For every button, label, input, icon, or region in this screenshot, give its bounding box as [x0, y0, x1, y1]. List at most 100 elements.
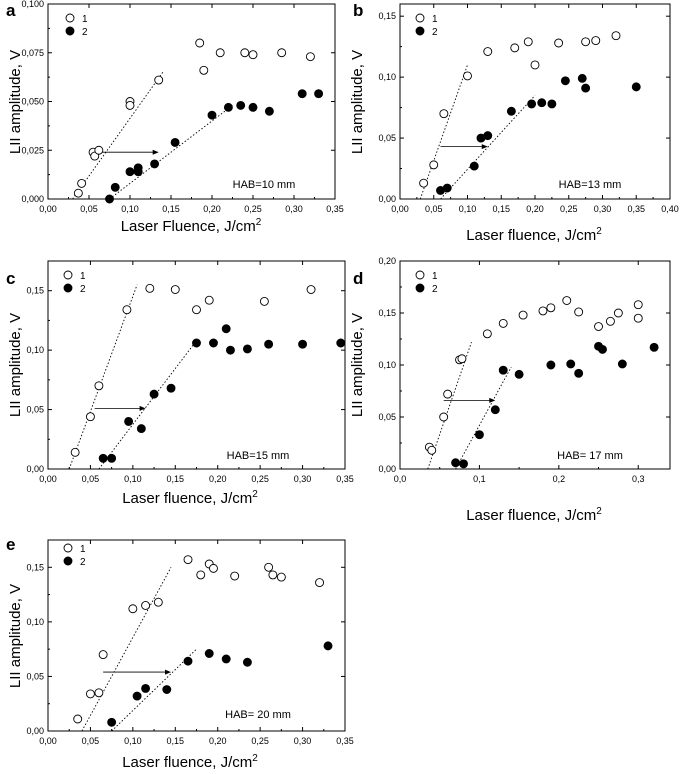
data-point-series-1 — [94, 145, 104, 155]
data-point-series-1 — [145, 283, 155, 293]
data-point-series-2 — [297, 89, 307, 99]
data-point-series-1 — [94, 381, 104, 391]
panel-c: c 0,00 0,05 0,10 0,15 0,20 0,25 0,30 0,35 0,00 0,0… — [6, 260, 354, 507]
data-point-series-2 — [221, 654, 231, 664]
fit-line — [109, 105, 233, 200]
y-axis-label: LII amplitude, V — [349, 313, 366, 417]
data-point-series-1 — [482, 329, 492, 339]
data-point-series-1 — [264, 562, 274, 572]
x-axis-label: Laser Fluence, J/cm2 — [121, 217, 262, 235]
data-point-series-1 — [276, 572, 286, 582]
data-point-series-2 — [141, 683, 151, 693]
data-point-series-2 — [110, 182, 120, 192]
data-point-series-1 — [546, 303, 556, 313]
fit-line — [440, 95, 536, 200]
x-tick-label: 0,30 — [285, 204, 303, 214]
y-tick-label: 0,025 — [21, 145, 44, 155]
x-tick-label: 0,10 — [459, 204, 477, 214]
y-tick-label: 0,10 — [378, 72, 396, 82]
shift-arrow-head — [165, 669, 172, 675]
x-axis-label: Laser fluence, J/cm2 — [466, 506, 602, 524]
data-point-series-1 — [518, 310, 528, 320]
y-axis-label: LII amplitude, V — [349, 50, 366, 154]
data-point-series-1 — [154, 75, 164, 85]
x-tick-label: 0,30 — [594, 204, 612, 214]
plot-frame — [47, 539, 346, 732]
x-tick-label: 0,35 — [627, 204, 645, 214]
x-axis-label-text: Laser Fluence, J/cm — [121, 218, 256, 235]
legend-marker-1 — [415, 270, 425, 280]
shift-arrow-head — [152, 149, 159, 155]
legend-marker-2 — [415, 26, 425, 36]
legend-label: 2 — [432, 284, 438, 295]
x-axis-label-text: Laser fluence, J/cm — [122, 490, 252, 507]
hab-annotation: HAB= 20 mm — [225, 709, 291, 721]
data-point-series-1 — [574, 307, 584, 317]
legend-marker-1 — [65, 13, 75, 23]
x-tick-label: 0,05 — [82, 736, 100, 746]
data-point-series-2 — [490, 405, 500, 415]
y-tick-label: 0,10 — [26, 617, 44, 627]
data-point-series-1 — [98, 650, 108, 660]
fit-line — [455, 366, 512, 470]
data-point-series-1 — [85, 689, 95, 699]
data-point-series-2 — [560, 76, 570, 86]
y-tick-label: 0,05 — [26, 405, 44, 415]
panel-e: e 0,00 0,05 0,10 0,15 0,20 0,25 0,30 0,35 0,00 0,0… — [6, 535, 354, 771]
data-point-series-1 — [170, 285, 180, 294]
data-point-series-2 — [192, 338, 201, 348]
data-point-series-1 — [613, 308, 623, 318]
hab-annotation: HAB= 17 mm — [557, 450, 623, 462]
data-point-series-1 — [439, 412, 449, 422]
data-point-series-2 — [221, 324, 231, 334]
plot-frame — [47, 3, 336, 200]
data-point-series-2 — [649, 342, 659, 352]
data-point-series-1 — [77, 178, 87, 188]
y-tick-label: 0,15 — [378, 308, 396, 318]
data-point-series-1 — [305, 52, 315, 62]
data-point-series-1 — [562, 296, 572, 305]
data-point-series-2 — [204, 649, 214, 658]
plot-frame — [399, 260, 671, 470]
data-point-series-1 — [73, 188, 83, 198]
x-tick-label: 0,00 — [39, 474, 57, 484]
data-point-series-1 — [315, 578, 324, 588]
panel-letter: e — [6, 535, 15, 554]
panel-b: b 0,00 0,05 0,10 0,15 0,20 0,25 0,30 0,35 0,40 0,0… — [349, 1, 679, 244]
shift-arrow-head — [489, 397, 496, 403]
x-tick-label: 0,10 — [124, 736, 142, 746]
y-tick-label: 0,05 — [378, 412, 396, 422]
x-axis-label-superscript: 2 — [256, 217, 262, 228]
fit-line — [419, 64, 468, 200]
x-tick-label: 0,35 — [336, 474, 354, 484]
data-point-series-2 — [323, 641, 333, 651]
data-point-series-1 — [457, 354, 467, 364]
legend-marker-1 — [415, 13, 425, 23]
y-tick-label: 0,00 — [378, 194, 396, 204]
data-point-series-2 — [617, 359, 627, 369]
x-tick-label: 0,15 — [167, 736, 185, 746]
fit-line — [98, 340, 197, 470]
x-tick-label: 0,20 — [209, 474, 227, 484]
fit-line — [111, 648, 197, 732]
data-point-series-1 — [498, 318, 508, 328]
data-point-series-1 — [125, 100, 135, 110]
y-tick-label: 0,15 — [378, 11, 396, 21]
data-point-series-2 — [170, 137, 180, 147]
x-axis-label-text: Laser fluence, J/cm — [466, 227, 596, 244]
x-tick-label: 0,0 — [394, 474, 407, 484]
data-point-series-2 — [242, 344, 252, 354]
x-tick-label: 0,15 — [492, 204, 510, 214]
data-point-series-1 — [443, 389, 453, 399]
data-point-series-2 — [442, 183, 452, 193]
legend-label: 1 — [80, 544, 86, 555]
legend-label: 1 — [80, 271, 86, 282]
legend-label: 1 — [432, 271, 438, 282]
data-point-series-2 — [207, 110, 217, 120]
data-point-series-2 — [162, 685, 172, 694]
x-tick-label: 0,05 — [82, 474, 100, 484]
data-point-series-2 — [577, 73, 587, 83]
y-tick-label: 0,05 — [378, 133, 396, 143]
data-point-series-1 — [128, 604, 138, 614]
data-point-series-1 — [268, 570, 278, 580]
